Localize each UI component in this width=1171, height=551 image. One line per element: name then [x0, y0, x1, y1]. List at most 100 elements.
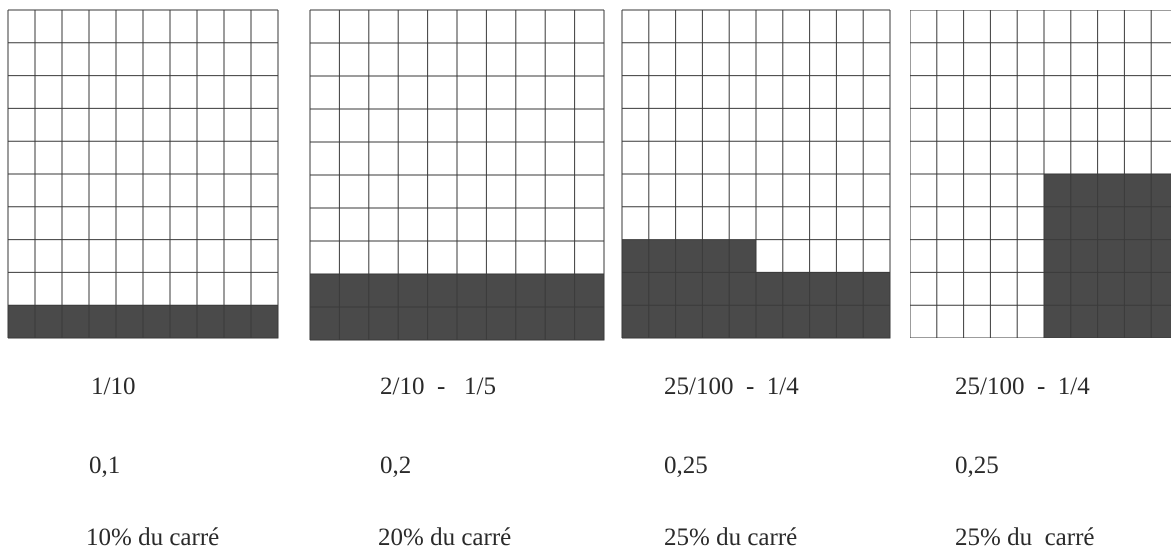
- shaded-cell: [398, 274, 429, 308]
- shaded-cell: [729, 272, 757, 306]
- shaded-cell: [782, 305, 811, 339]
- fraction-label-3: 25/100 - 1/4: [664, 373, 799, 400]
- shaded-cell: [398, 307, 429, 341]
- shaded-cell: [756, 272, 784, 306]
- shaded-cell: [368, 307, 399, 341]
- shaded-cell: [310, 307, 340, 341]
- shaded-cell: [1070, 206, 1099, 241]
- shaded-cell: [1097, 174, 1125, 208]
- fraction-label-4: 25/100 - 1/4: [955, 373, 1090, 400]
- shaded-cell: [170, 305, 198, 339]
- shaded-cell: [1044, 174, 1072, 208]
- grid-panel-2: [309, 9, 605, 341]
- shaded-cell: [863, 272, 891, 306]
- shaded-cell: [1151, 239, 1171, 273]
- shaded-cell: [1044, 239, 1072, 273]
- shaded-cell: [1124, 206, 1152, 241]
- shaded-cell: [836, 272, 864, 306]
- shaded-cell: [809, 272, 837, 306]
- percent-label-3: 25% du carré: [664, 524, 798, 551]
- shaded-cell: [1151, 272, 1171, 306]
- shaded-cell: [702, 272, 730, 306]
- shaded-cell: [648, 305, 677, 339]
- shaded-cell: [1070, 305, 1099, 338]
- shaded-cell: [1151, 305, 1171, 338]
- shaded-cell: [809, 305, 837, 339]
- shaded-cell: [8, 305, 36, 339]
- shaded-cell: [863, 305, 891, 339]
- grid-panel-4: [910, 10, 1171, 338]
- shaded-cell: [368, 274, 399, 308]
- shaded-cell: [622, 272, 650, 306]
- shaded-cell: [116, 305, 144, 339]
- shaded-cell: [675, 305, 703, 339]
- shaded-cell: [339, 274, 370, 308]
- decimal-label-3: 0,25: [664, 452, 708, 479]
- shaded-cell: [427, 274, 458, 308]
- shaded-cell: [1097, 206, 1125, 241]
- shaded-cell: [1097, 239, 1125, 273]
- decimal-label-4: 0,25: [955, 452, 999, 479]
- percent-label-4: 25% du carré: [955, 524, 1095, 551]
- shaded-cell: [143, 305, 171, 339]
- shaded-cell: [1044, 272, 1072, 306]
- shaded-cell: [1124, 174, 1152, 208]
- shaded-cell: [1124, 239, 1152, 273]
- decimal-label-2: 0,2: [380, 452, 412, 479]
- shaded-cell: [1070, 174, 1099, 208]
- shaded-cell: [62, 305, 90, 339]
- hundred-square-grid-4: [910, 10, 1171, 338]
- grid-panel-3: [621, 9, 891, 339]
- shaded-cell: [675, 239, 703, 273]
- shaded-cell: [310, 274, 340, 308]
- shaded-cell: [486, 274, 517, 308]
- shaded-cell: [427, 307, 458, 341]
- shaded-cell: [1151, 206, 1171, 241]
- percent-label-2: 20% du carré: [378, 524, 512, 551]
- percent-label-1: 10% du carré: [86, 524, 220, 551]
- shaded-cell: [1044, 206, 1072, 241]
- shaded-cell: [1044, 305, 1072, 338]
- fraction-label-2: 2/10 - 1/5: [380, 373, 496, 400]
- fraction-label-1: 1/10: [91, 373, 136, 400]
- shaded-cell: [486, 307, 517, 341]
- shaded-cell: [89, 305, 117, 339]
- shaded-cell: [1097, 305, 1125, 338]
- shaded-cell: [574, 307, 605, 341]
- shaded-cell: [457, 274, 487, 308]
- shaded-cell: [622, 305, 650, 339]
- shaded-cell: [756, 305, 784, 339]
- hundred-square-grid-3: [621, 9, 891, 339]
- shaded-cell: [729, 239, 757, 273]
- shaded-cell: [648, 239, 677, 273]
- shaded-cell: [675, 272, 703, 306]
- shaded-cell: [251, 305, 279, 339]
- shaded-cell: [702, 239, 730, 273]
- shaded-cell: [35, 305, 63, 339]
- shaded-cell: [622, 239, 650, 273]
- shaded-cell: [729, 305, 757, 339]
- grid-panel-1: [7, 9, 279, 339]
- decimal-label-1: 0,1: [89, 452, 121, 479]
- shaded-cell: [1070, 272, 1099, 306]
- shaded-cell: [1151, 174, 1171, 208]
- hundred-square-grid-2: [309, 9, 605, 341]
- shaded-cell: [457, 307, 487, 341]
- shaded-cell: [648, 272, 677, 306]
- shaded-cell: [545, 274, 576, 308]
- shaded-cell: [702, 305, 730, 339]
- shaded-cell: [836, 305, 864, 339]
- shaded-cell: [515, 274, 546, 308]
- shaded-cell: [782, 272, 811, 306]
- shaded-cell: [1124, 272, 1152, 306]
- shaded-cell: [545, 307, 576, 341]
- shaded-cell: [1124, 305, 1152, 338]
- shaded-cell: [339, 307, 370, 341]
- shaded-cell: [224, 305, 252, 339]
- shaded-cell: [574, 274, 605, 308]
- shaded-cell: [197, 305, 225, 339]
- shaded-cell: [1097, 272, 1125, 306]
- shaded-cell: [1070, 239, 1099, 273]
- hundred-square-grid-1: [7, 9, 279, 339]
- shaded-cell: [515, 307, 546, 341]
